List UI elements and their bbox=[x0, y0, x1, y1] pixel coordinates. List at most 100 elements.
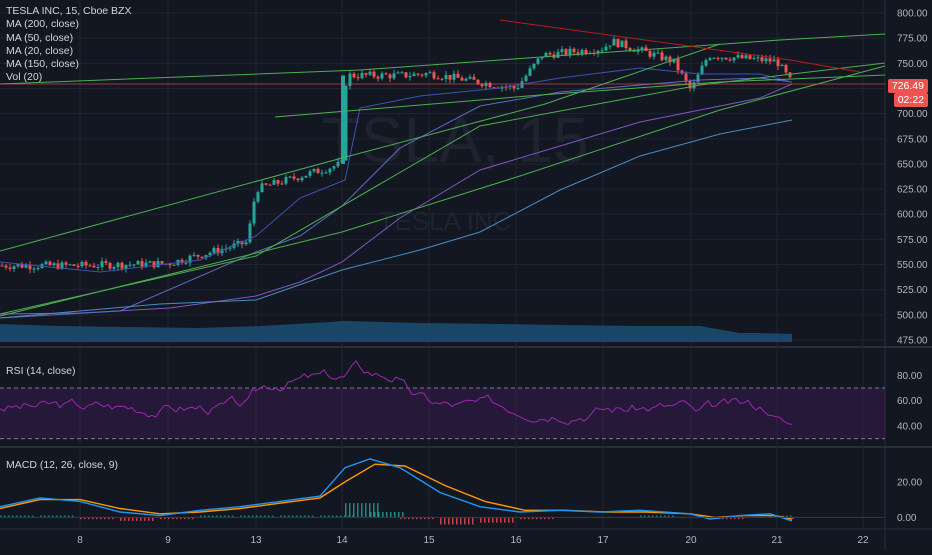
macd-histogram-bar bbox=[792, 517, 794, 520]
candle-body bbox=[616, 38, 620, 48]
candle-body bbox=[436, 78, 440, 80]
rsi-band bbox=[0, 388, 885, 439]
candle-body bbox=[84, 261, 88, 266]
legend-ma200[interactable]: MA (200, close) bbox=[6, 18, 79, 31]
candle-body bbox=[760, 57, 764, 62]
candle-body bbox=[472, 76, 476, 80]
macd-histogram-bar bbox=[28, 515, 30, 518]
macd-histogram-bar bbox=[528, 517, 530, 520]
macd-histogram-bar bbox=[16, 515, 18, 518]
candle-body bbox=[288, 176, 292, 178]
legend: TESLA INC, 15, Cboe BZX MA (200, close) … bbox=[6, 5, 131, 85]
candle-body bbox=[52, 263, 56, 266]
macd-histogram-bar bbox=[208, 515, 210, 518]
candle-body bbox=[740, 55, 744, 59]
macd-histogram-bar bbox=[524, 517, 526, 520]
x-tick-label: 16 bbox=[510, 535, 522, 546]
candle-body bbox=[544, 53, 548, 58]
candle-body bbox=[152, 261, 156, 268]
candle-body bbox=[684, 73, 688, 81]
macd-histogram-bar bbox=[672, 515, 674, 518]
candle-body bbox=[276, 180, 280, 184]
macd-label[interactable]: MACD (12, 26, close, 9) bbox=[6, 459, 119, 471]
candle-body bbox=[660, 52, 664, 61]
candle-body bbox=[568, 48, 572, 55]
macd-histogram-bar bbox=[640, 515, 642, 518]
macd-histogram-bar bbox=[460, 517, 462, 525]
macd-histogram-bar bbox=[424, 517, 426, 520]
candle-body bbox=[212, 248, 216, 253]
macd-histogram-bar bbox=[428, 517, 430, 520]
macd-histogram-bar bbox=[192, 517, 194, 520]
macd-histogram-bar bbox=[544, 517, 546, 520]
candle-body bbox=[432, 72, 436, 79]
x-tick-label: 9 bbox=[165, 535, 171, 546]
macd-histogram-bar bbox=[40, 515, 42, 518]
legend-vol[interactable]: Vol (20) bbox=[6, 71, 43, 84]
macd-histogram-bar bbox=[456, 517, 458, 525]
legend-ma50[interactable]: MA (50, close) bbox=[6, 31, 74, 44]
candle-body bbox=[428, 72, 432, 74]
candle-body bbox=[244, 242, 248, 245]
candle-body bbox=[388, 74, 392, 79]
macd-histogram-bar bbox=[348, 515, 350, 518]
macd-histogram-bar bbox=[390, 512, 392, 518]
candle-body bbox=[12, 266, 16, 269]
candle-body bbox=[336, 161, 340, 167]
rsi-label[interactable]: RSI (14, close) bbox=[6, 365, 76, 377]
candle-body bbox=[360, 73, 364, 79]
x-tick-label: 14 bbox=[336, 535, 348, 546]
candle-body bbox=[56, 263, 60, 269]
ma50-line bbox=[0, 77, 793, 319]
candle-body bbox=[100, 261, 104, 267]
y-tick-label: 600.00 bbox=[897, 210, 928, 221]
candle-body bbox=[784, 64, 788, 73]
macd-histogram-bar bbox=[652, 515, 654, 518]
ma150-line bbox=[0, 119, 793, 319]
candle-body bbox=[104, 261, 108, 263]
macd-histogram-bar bbox=[644, 515, 646, 518]
candle-body bbox=[396, 72, 400, 74]
macd-histogram-bar bbox=[472, 517, 474, 525]
candle-body bbox=[88, 265, 92, 267]
candle-body bbox=[468, 76, 472, 79]
candle-body bbox=[128, 264, 132, 266]
candle-body bbox=[756, 57, 760, 59]
candle-body bbox=[748, 55, 752, 60]
macd-histogram-bar bbox=[369, 503, 371, 518]
candle-body bbox=[320, 172, 324, 174]
macd-histogram-bar bbox=[148, 517, 150, 521]
candle-body bbox=[132, 264, 136, 266]
candle-body bbox=[376, 76, 380, 79]
macd-histogram-bar bbox=[92, 517, 94, 520]
candle-body bbox=[676, 58, 680, 71]
legend-ma150[interactable]: MA (150, close) bbox=[6, 58, 79, 71]
macd-histogram-bar bbox=[64, 515, 66, 518]
y-tick-label: 525.00 bbox=[897, 285, 928, 296]
macd-histogram-bar bbox=[656, 515, 658, 518]
macd-histogram-bar bbox=[492, 517, 494, 523]
y-tick-label: 650.00 bbox=[897, 159, 928, 170]
candle-body bbox=[216, 248, 220, 254]
macd-histogram-bar bbox=[730, 517, 732, 520]
macd-histogram-bar bbox=[84, 517, 86, 520]
macd-histogram-bar bbox=[464, 517, 466, 525]
macd-histogram-bar bbox=[660, 515, 662, 518]
candle-body bbox=[656, 52, 660, 54]
macd-histogram-bar bbox=[224, 515, 226, 518]
macd-histogram-bar bbox=[272, 515, 274, 518]
candle-body bbox=[424, 73, 428, 76]
candle-body bbox=[240, 240, 244, 245]
legend-ma20[interactable]: MA (20, close) bbox=[6, 44, 74, 57]
macd-histogram-bar bbox=[336, 515, 338, 518]
candle-body bbox=[328, 168, 332, 173]
macd-histogram-bar bbox=[512, 517, 514, 523]
candle-body bbox=[420, 74, 424, 76]
x-tick-label: 22 bbox=[857, 535, 869, 546]
macd-histogram-bar bbox=[52, 515, 54, 518]
macd-histogram-bar bbox=[164, 517, 166, 520]
y-tick-label: 550.00 bbox=[897, 260, 928, 271]
